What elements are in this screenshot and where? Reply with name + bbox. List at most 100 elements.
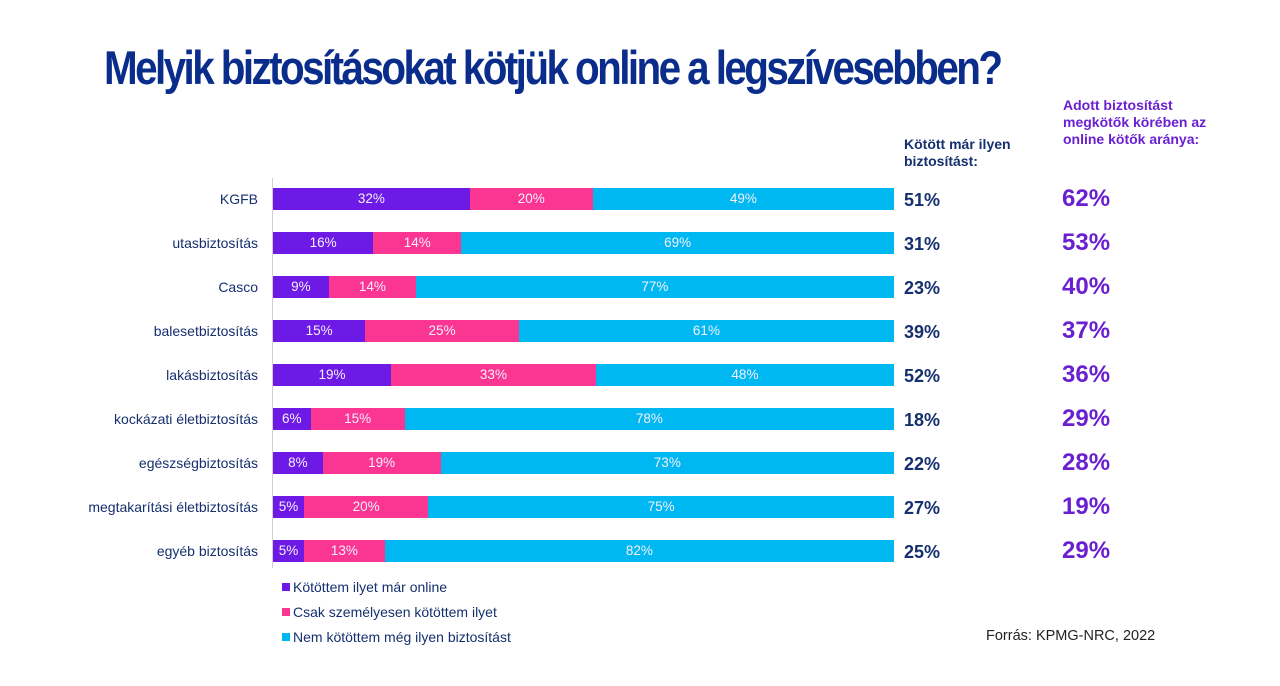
category-label: KGFB [219,191,258,207]
online-arany-value: 19% [1062,493,1111,520]
kotott-mar-value: 51% [904,190,941,210]
online-arany-value: 36% [1062,361,1111,388]
bar-data-label: 19% [318,367,346,382]
bar-data-label: 19% [368,455,396,470]
bar-data-label: 78% [635,411,663,426]
bar-data-label: 15% [305,323,333,338]
legend-swatch-none [282,632,290,641]
kotott-mar-value: 31% [904,234,941,254]
bar-segment-personal: 20% [304,496,429,518]
bar-data-label: 48% [731,367,759,382]
bar-segment-online: 5% [273,540,305,562]
bar-data-label: 6% [282,411,302,426]
category-axis-line [272,178,273,568]
bar-row: 19% 33% 48% [273,364,894,386]
category-label: egyéb biztosítás [156,543,258,559]
online-arany-value: 37% [1062,317,1111,344]
bar-segment-online: 32% [273,188,470,210]
bar-segment-online: 15% [273,320,366,342]
bar-row: 5% 20% 75% [273,496,894,518]
bar-data-label: 14% [358,279,386,294]
category-label: lakásbiztosítás [166,367,258,383]
bar-row: 8% 19% 73% [273,452,894,474]
bar-segment-none: 69% [461,232,894,254]
bar-segment-online: 16% [273,232,374,254]
bar-data-label: 32% [357,191,385,206]
kotott-mar-value: 39% [904,322,941,342]
bar-data-label: 20% [517,191,545,206]
legend-item-personal: Csak személyesen kötöttem ilyet [282,599,511,624]
category-label: balesetbiztosítás [153,323,258,339]
online-arany-value: 40% [1062,273,1111,300]
bar-segment-personal: 14% [373,232,462,254]
bar-segment-none: 48% [595,364,894,386]
bar-segment-none: 75% [428,496,894,518]
bar-segment-online: 8% [273,452,323,474]
column-header-kotott: Kötött már ilyen biztosítást: [904,136,1011,169]
bar-segment-online: 19% [273,364,391,386]
online-arany-value: 53% [1062,229,1111,256]
kotott-mar-value: 23% [904,278,941,298]
kotott-mar-value: 22% [904,454,941,474]
bar-segment-none: 78% [404,408,894,430]
category-label: utasbiztosítás [172,235,258,251]
bar-segment-none: 77% [415,276,894,298]
bar-row: 15% 25% 61% [273,320,894,342]
bar-data-label: 13% [330,543,358,558]
kotott-mar-value: 27% [904,498,941,518]
bar-data-label: 82% [625,543,653,558]
bar-data-label: 73% [653,455,681,470]
bar-data-label: 14% [403,235,431,250]
source-note: Forrás: KPMG-NRC, 2022 [986,628,1156,644]
bar-segment-personal: 13% [304,540,385,562]
bar-segment-personal: 33% [390,364,596,386]
bar-data-label: 33% [479,367,507,382]
column-header-arany: Adott biztosítást megkötők körében az on… [1063,97,1207,147]
legend: Kötöttem ilyet már online Csak személyes… [282,574,511,649]
kotott-mar-value: 18% [904,410,941,430]
bar-segment-personal: 20% [469,188,593,210]
bar-data-label: 5% [278,499,299,514]
bar-data-label: 69% [664,235,692,250]
category-label: megtakarítási életbiztosítás [88,499,258,515]
category-label: egészségbiztosítás [138,455,258,471]
kotott-mar-value: 52% [904,366,941,386]
bar-data-label: 77% [641,279,669,294]
bar-data-label: 75% [647,499,675,514]
online-arany-value: 62% [1062,185,1111,212]
kotott-mar-value: 25% [904,542,941,562]
bar-segment-personal: 25% [365,320,519,342]
bar-segment-online: 5% [273,496,305,518]
bar-data-label: 49% [729,191,757,206]
online-arany-value: 29% [1062,405,1111,432]
bar-data-label: 9% [291,279,311,294]
online-arany-value: 28% [1062,449,1111,476]
bar-segment-online: 6% [273,408,311,430]
bar-row: 9% 14% 77% [273,276,894,298]
bar-segment-none: 73% [440,452,894,474]
bar-data-label: 15% [344,411,372,426]
bar-segment-personal: 14% [328,276,416,298]
category-label: kockázati életbiztosítás [114,411,258,427]
bar-segment-none: 61% [518,320,894,342]
bar-data-label: 61% [692,323,720,338]
category-label: Casco [218,279,258,295]
legend-label-online: Kötöttem ilyet már online [293,578,448,595]
bar-data-label: 5% [278,543,299,558]
chart-title: Melyik biztosításokat kötjük online a le… [104,41,1003,94]
legend-item-none: Nem kötöttem még ilyen biztosítást [282,624,511,649]
online-arany-value: 29% [1062,537,1111,564]
bar-segment-personal: 19% [322,452,441,474]
bar-row: 16% 14% 69% [273,232,894,254]
bar-data-label: 16% [309,235,337,250]
bar-segment-online: 9% [273,276,329,298]
legend-item-online: Kötöttem ilyet már online [282,574,511,599]
bar-segment-none: 49% [592,188,894,210]
bar-data-label: 25% [428,323,456,338]
bar-data-label: 8% [288,455,308,470]
bar-segment-none: 82% [384,540,894,562]
bar-row: 6% 15% 78% [273,408,894,430]
legend-label-personal: Csak személyesen kötöttem ilyet [293,603,497,620]
legend-label-none: Nem kötöttem még ilyen biztosítást [293,628,511,645]
bar-data-label: 20% [352,499,380,514]
